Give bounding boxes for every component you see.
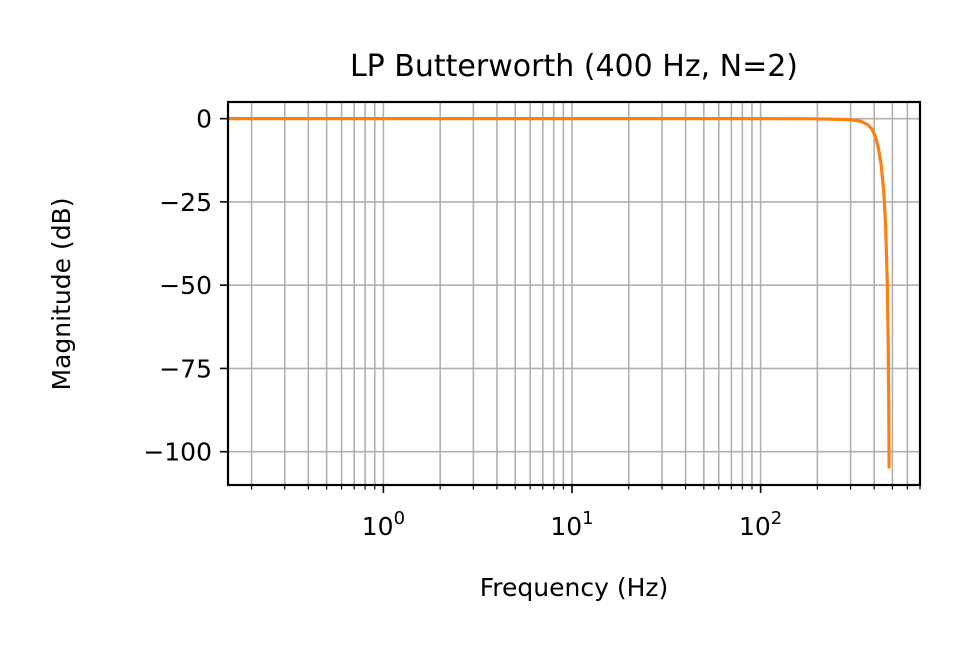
y-axis-label: Magnitude (dB) xyxy=(47,198,76,391)
series-line-1 xyxy=(228,117,891,469)
y-tick-label: −25 xyxy=(159,188,212,217)
y-tick-label: −50 xyxy=(159,271,212,300)
chart-title: LP Butterworth (400 Hz, N=2) xyxy=(350,49,798,84)
y-tick-label: 0 xyxy=(196,105,212,134)
grid xyxy=(228,102,921,485)
y-tick-label: −75 xyxy=(159,354,212,383)
series-layer xyxy=(228,117,891,469)
x-tick-label: 102 xyxy=(739,508,782,541)
plot-frame xyxy=(226,100,922,487)
x-tick-label: 101 xyxy=(550,508,593,541)
x-tick-label: 100 xyxy=(362,508,405,541)
y-tick-label: −100 xyxy=(143,438,212,467)
x-axis-label: Frequency (Hz) xyxy=(480,573,669,602)
ticks: 0 −25 −50 −75 −100 100 101 102 xyxy=(143,105,921,541)
